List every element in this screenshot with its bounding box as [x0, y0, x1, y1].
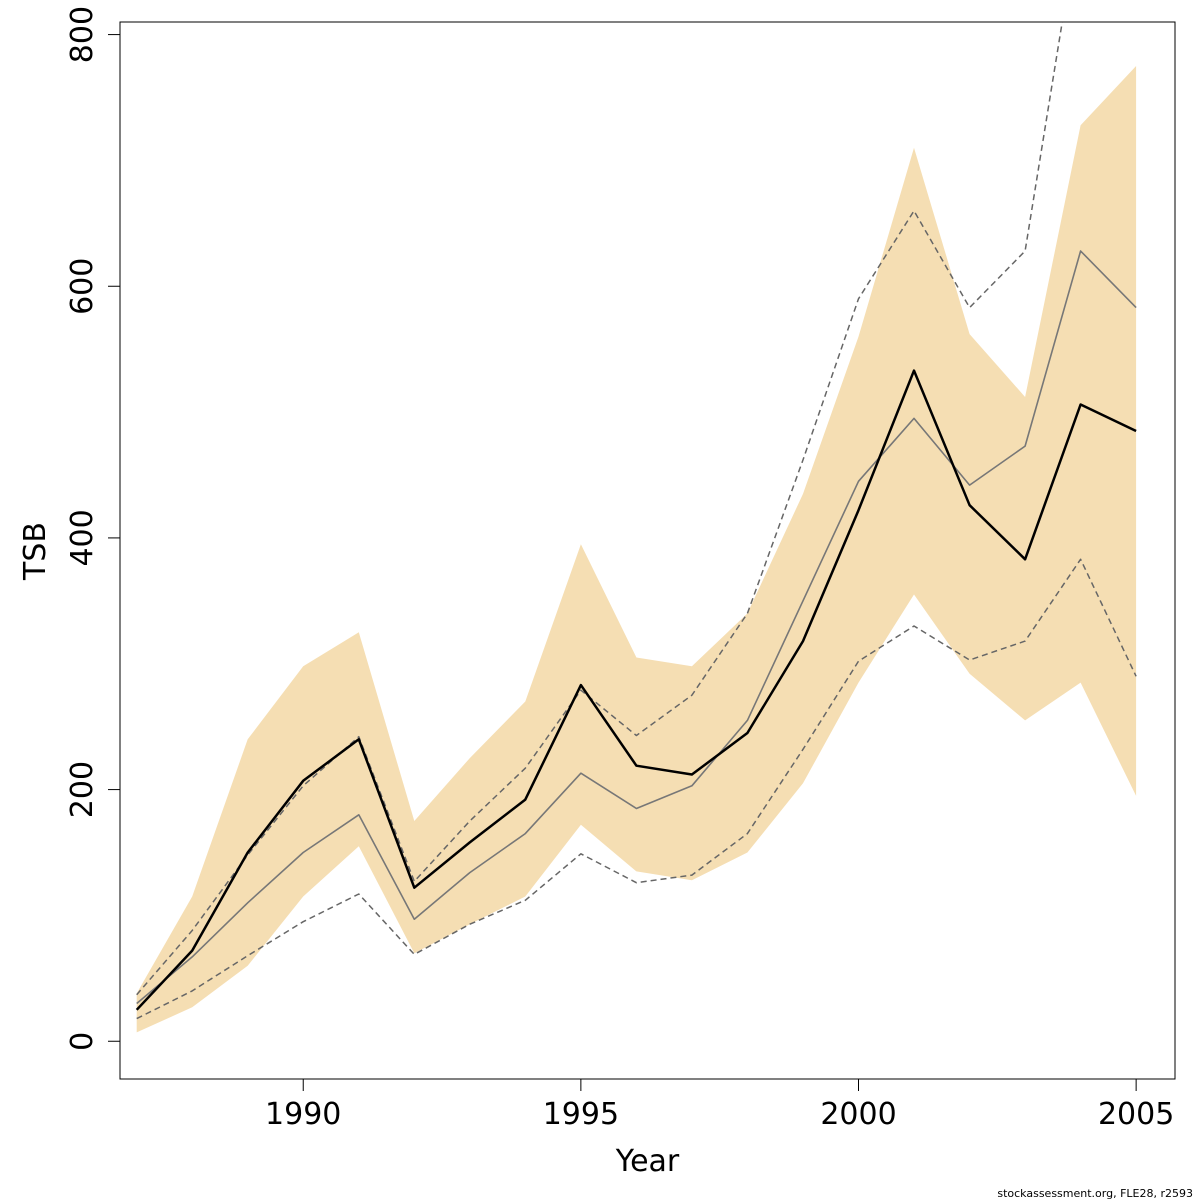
series-line-3 [136, 22, 1063, 996]
footer-credit: stockassessment.org, FLE28, r2593 [997, 1187, 1193, 1200]
series-line-2 [136, 250, 1137, 1005]
x-tick-label: 1995 [543, 1097, 619, 1132]
x-tick-label: 1990 [265, 1097, 341, 1132]
y-tick-label: 800 [65, 6, 100, 63]
series-line-4 [136, 558, 1137, 1020]
series-line-1 [135, 369, 1137, 1011]
y-tick-label: 0 [65, 1032, 100, 1051]
y-tick-label: 600 [65, 258, 100, 315]
plot-area [135, 22, 1137, 1033]
x-axis-title: Year [615, 1144, 680, 1179]
confidence-band [136, 66, 1137, 1033]
x-tick-label: 2005 [1098, 1097, 1174, 1132]
y-axis-title: TSB [18, 522, 53, 581]
axes: 1990 1995 2000 2005 0 200 400 600 800 [65, 6, 1174, 1132]
x-tick-label: 2000 [820, 1097, 896, 1132]
y-tick-label: 200 [65, 761, 100, 818]
y-tick-label: 400 [65, 509, 100, 566]
